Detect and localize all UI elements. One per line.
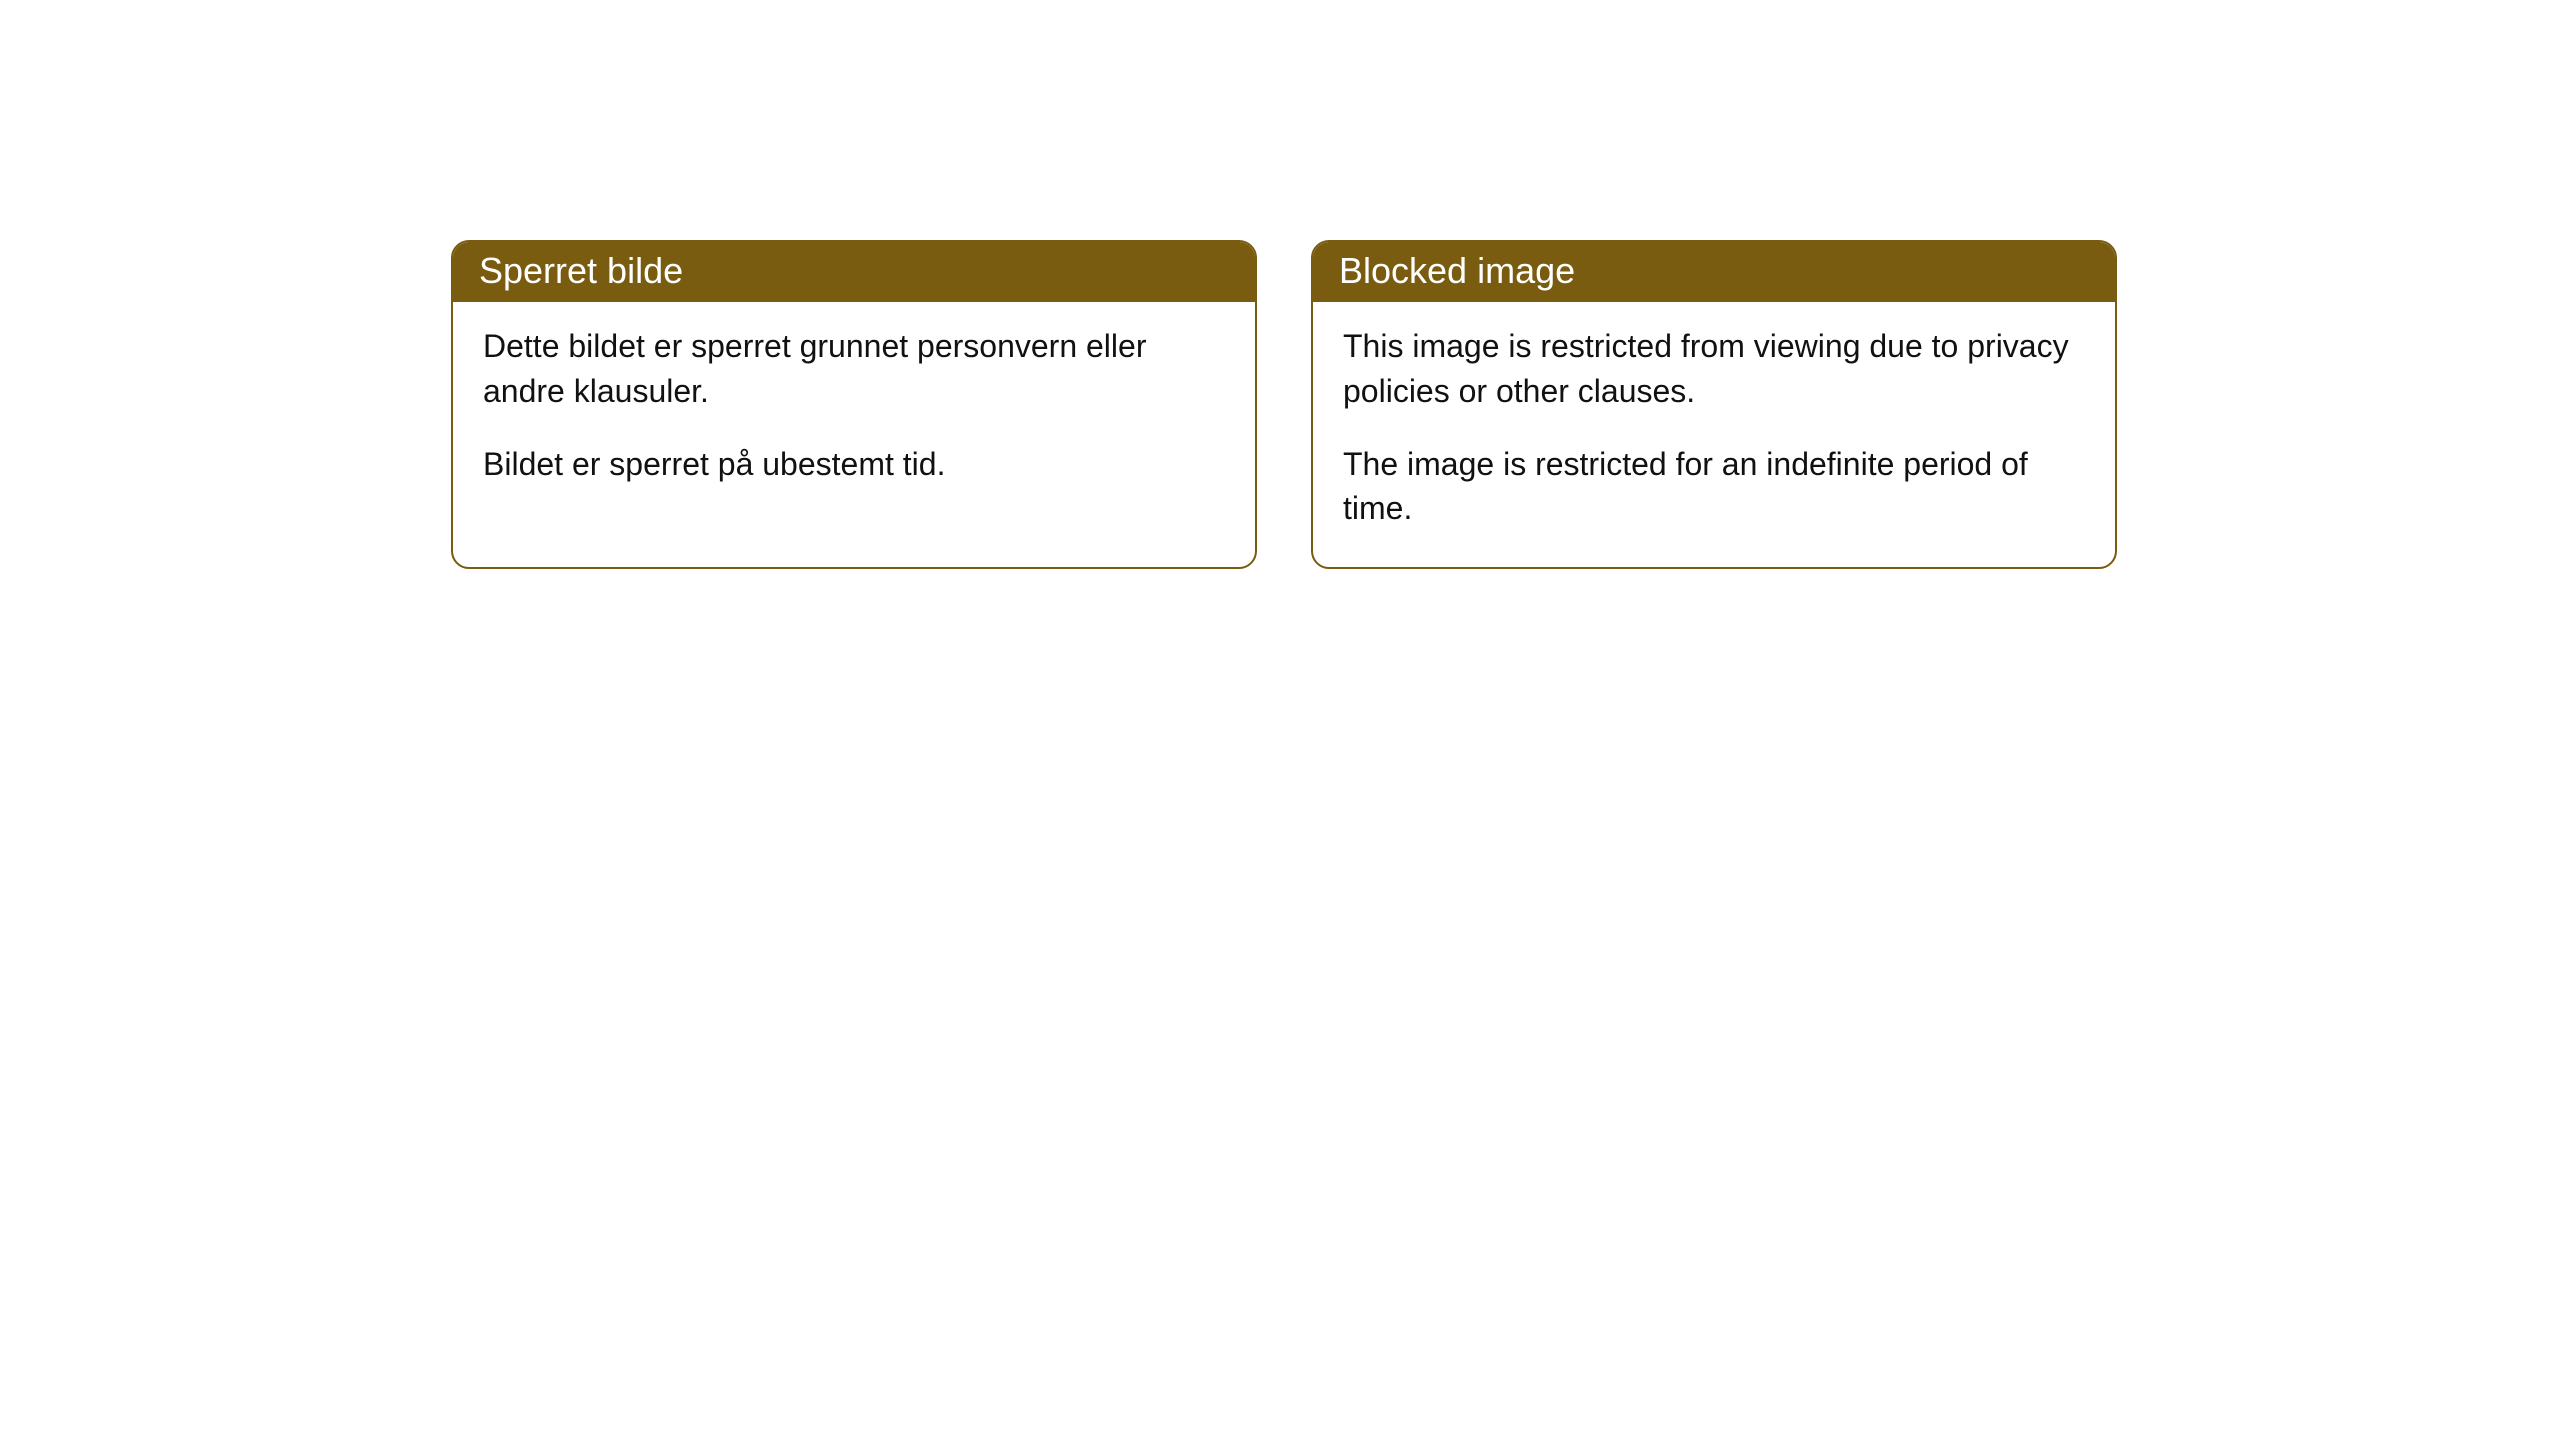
card-no-paragraph-1: Dette bildet er sperret grunnet personve… xyxy=(483,324,1225,414)
card-en-paragraph-2: The image is restricted for an indefinit… xyxy=(1343,442,2085,532)
card-body-en: This image is restricted from viewing du… xyxy=(1313,302,2115,567)
notice-container: Sperret bilde Dette bildet er sperret gr… xyxy=(0,0,2560,569)
card-en-paragraph-1: This image is restricted from viewing du… xyxy=(1343,324,2085,414)
card-no-paragraph-2: Bildet er sperret på ubestemt tid. xyxy=(483,442,1225,487)
blocked-image-card-no: Sperret bilde Dette bildet er sperret gr… xyxy=(451,240,1257,569)
card-body-no: Dette bildet er sperret grunnet personve… xyxy=(453,302,1255,522)
card-header-no: Sperret bilde xyxy=(453,242,1255,302)
card-header-en: Blocked image xyxy=(1313,242,2115,302)
blocked-image-card-en: Blocked image This image is restricted f… xyxy=(1311,240,2117,569)
